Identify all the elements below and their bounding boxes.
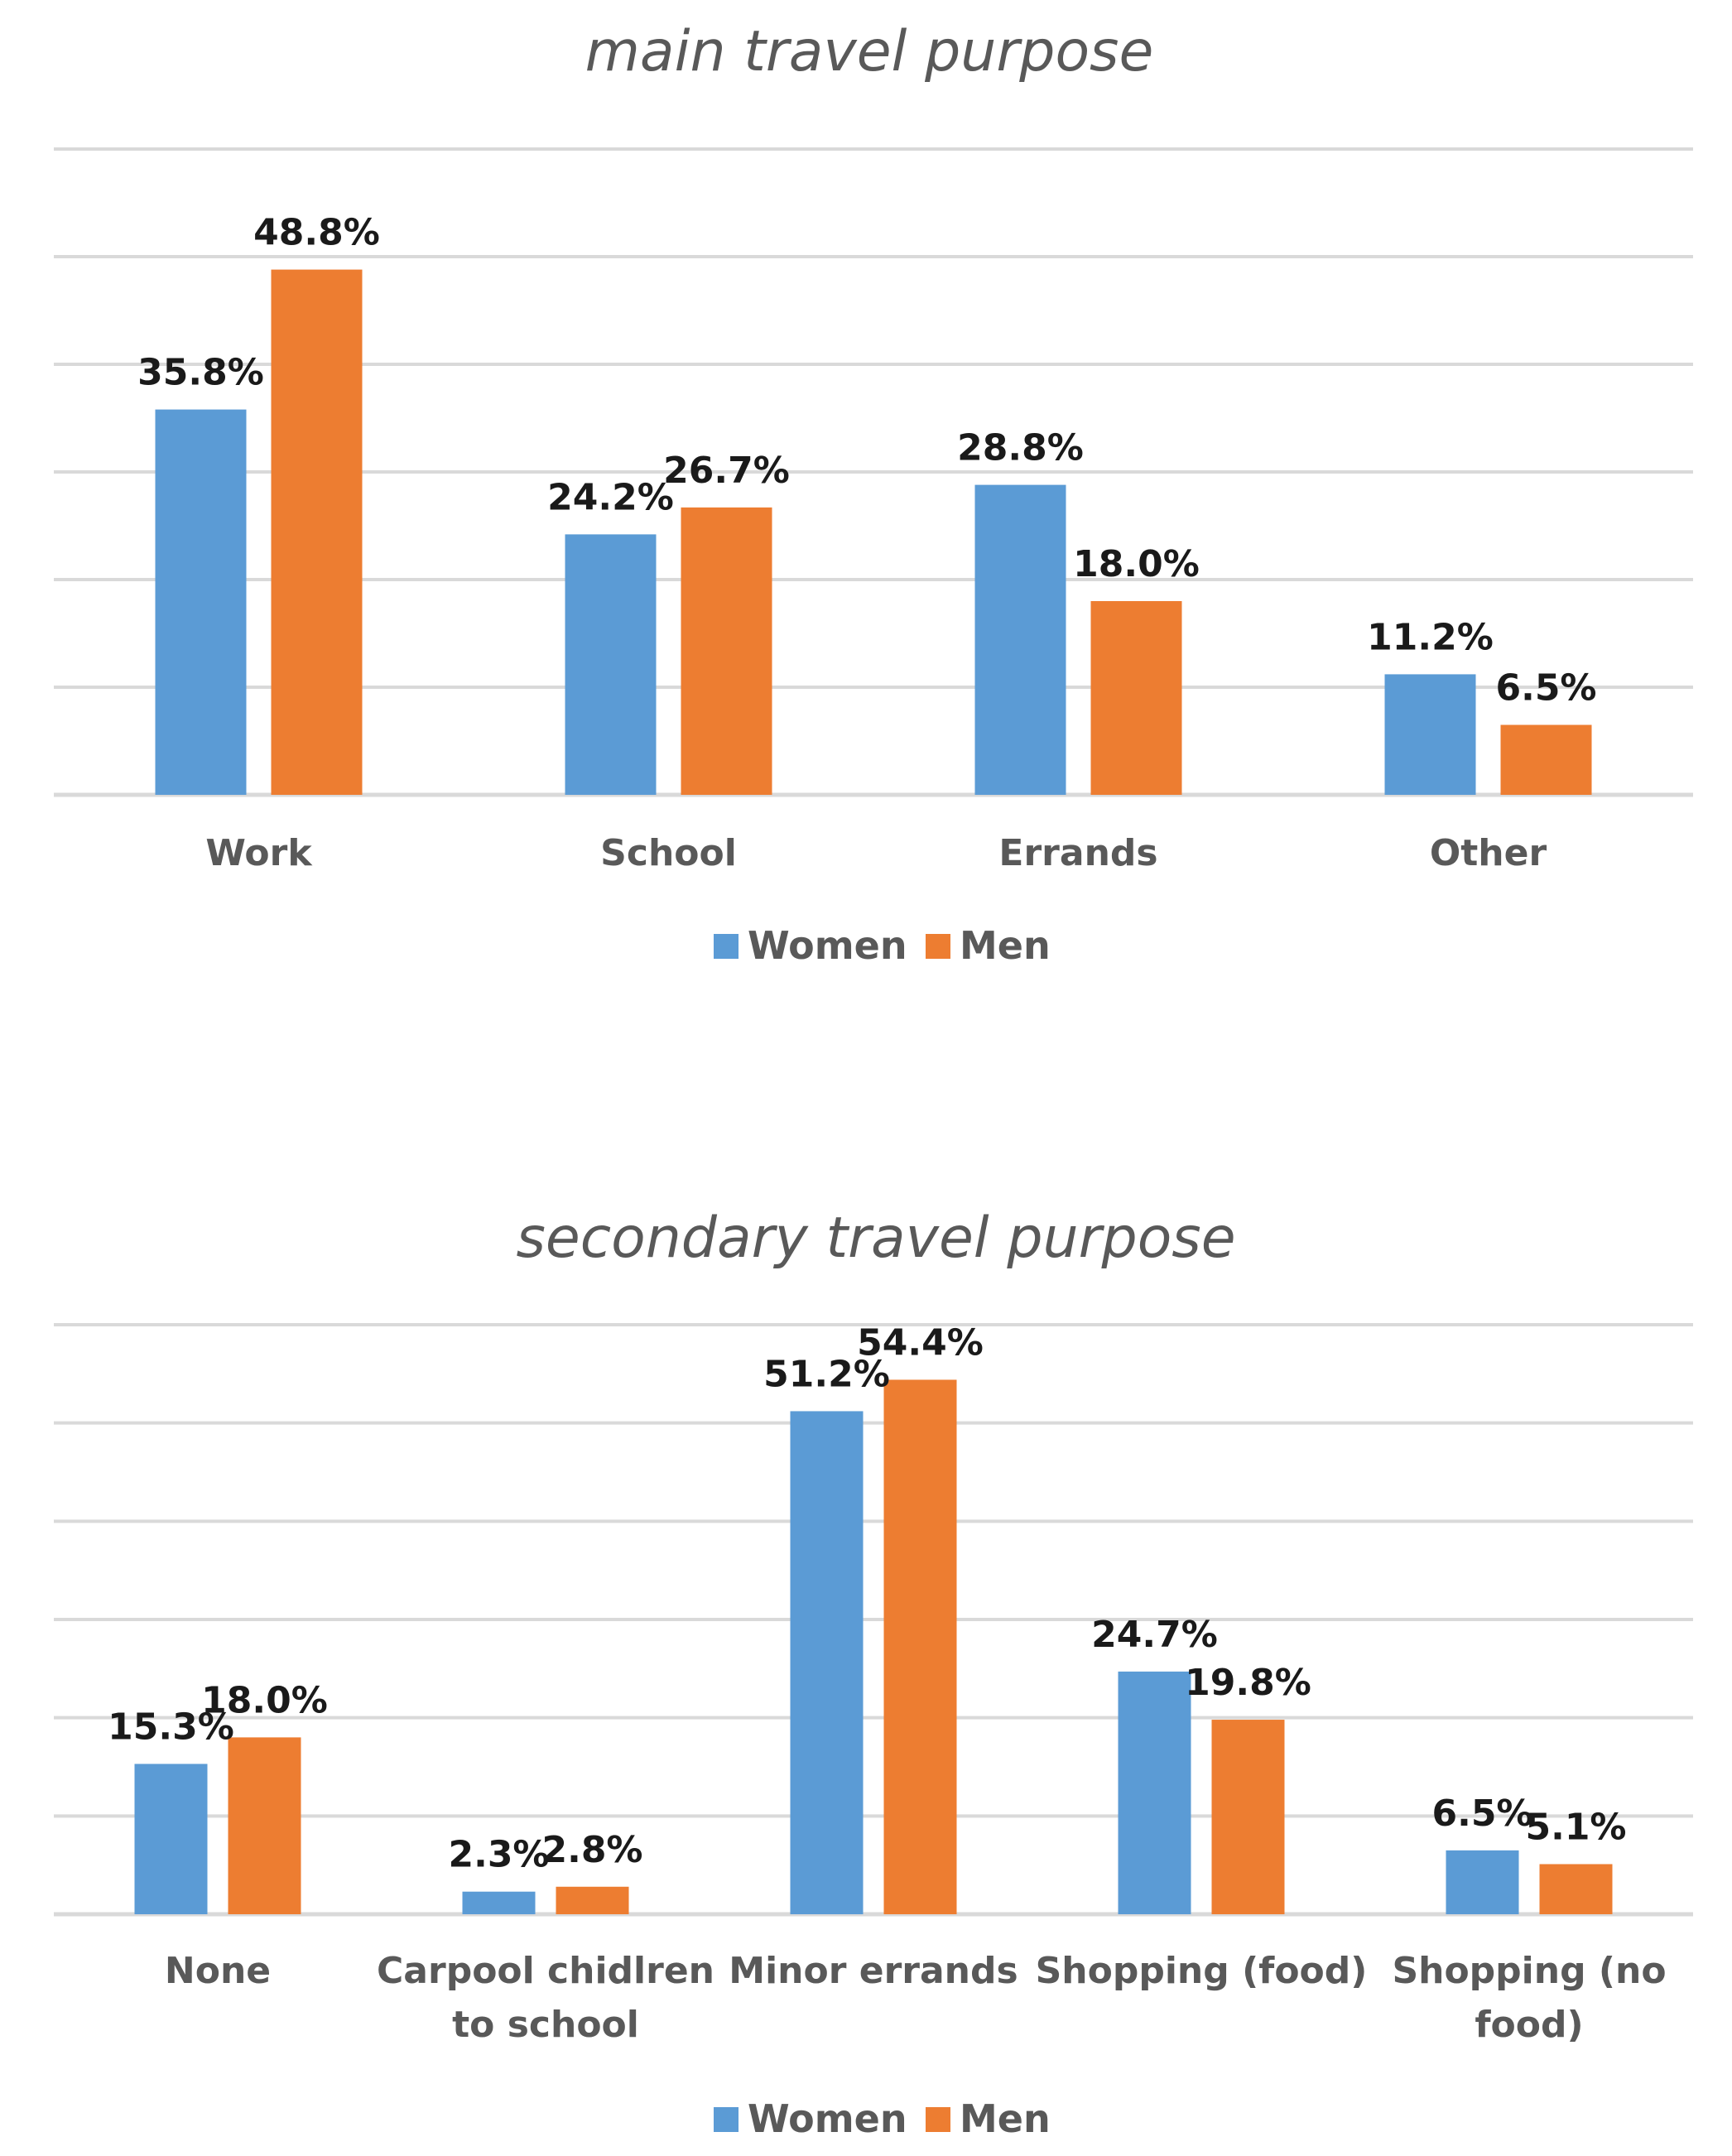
data-label: 2.3%: [448, 1834, 549, 1876]
bar-men: [1539, 1864, 1613, 1914]
bar-women: [1384, 674, 1476, 795]
data-labels: 15.3%18.0% 2.3%2.8% 51.2%54.4% 24.7% 19.8% 6.…: [108, 1321, 1626, 1875]
category-label: food): [1475, 2004, 1583, 2046]
category-label: Errands: [998, 832, 1157, 874]
legend-label-women: Women: [748, 923, 907, 968]
bar-men: [228, 1737, 301, 1914]
data-label: 6.5%: [1431, 1793, 1532, 1835]
data-label: 26.7%: [663, 450, 790, 492]
legend: Women Men: [714, 2096, 1051, 2141]
data-label: 24.2%: [547, 476, 674, 518]
data-label: 48.8%: [253, 212, 380, 254]
bar-men: [1211, 1720, 1285, 1914]
bar-men: [556, 1886, 629, 1914]
category-label: Minor errands: [729, 1950, 1018, 1992]
bar-women: [1446, 1850, 1519, 1914]
chart-title: main travel purpose: [585, 19, 1154, 84]
category-labels: None Carpool chidlren to school Minor erran…: [165, 1950, 1667, 2046]
data-label: 51.2%: [763, 1353, 890, 1395]
bar-men: [271, 269, 363, 796]
data-label: 5.1%: [1525, 1806, 1626, 1848]
bar-women: [1118, 1671, 1191, 1914]
bars: [134, 1379, 1613, 1914]
category-label: None: [165, 1950, 271, 1992]
gridlines: [54, 1323, 1693, 1917]
bar-men: [1500, 724, 1592, 795]
category-label: Work: [205, 832, 313, 874]
data-label: 11.2%: [1367, 616, 1494, 658]
legend-label-men: Men: [960, 923, 1051, 968]
data-label: 6.5%: [1495, 667, 1596, 710]
data-label: 15.3%: [108, 1706, 234, 1748]
data-label: 54.4%: [857, 1321, 984, 1364]
data-label: 35.8%: [137, 352, 264, 394]
bar-women: [974, 484, 1066, 795]
bar-men: [1090, 601, 1182, 795]
category-label: Shopping (no: [1392, 1950, 1666, 1992]
category-label: Other: [1430, 832, 1547, 874]
secondary-travel-purpose-chart: secondary travel purpose 15.3%18.0%2.3%2…: [54, 1206, 1693, 2141]
category-label: to school: [452, 2004, 639, 2046]
bar-men: [883, 1379, 957, 1914]
legend-label-men: Men: [960, 2096, 1051, 2141]
bar-women: [462, 1891, 536, 1914]
data-label: 18.0%: [1073, 543, 1200, 585]
data-label: 19.8%: [1185, 1662, 1311, 1704]
bar-men: [681, 507, 772, 795]
data-labels: 35.8% 48.8% 24.2%26.7% 28.8% 18.0% 11.2%6.5%: [137, 212, 1596, 710]
data-label: 28.8%: [957, 427, 1084, 469]
category-labels: Work School Errands Other: [205, 832, 1547, 874]
data-label: 2.8%: [541, 1829, 642, 1871]
bar-women: [565, 534, 657, 795]
legend: Women Men: [714, 923, 1051, 968]
bars: [155, 269, 1592, 796]
legend-label-women: Women: [748, 2096, 907, 2141]
main-travel-purpose-chart: main travel purpose 35.8% 48.8% 24.2%26.7%…: [54, 19, 1693, 968]
legend-swatch-men: [926, 2107, 950, 2132]
chart-title: secondary travel purpose: [516, 1206, 1235, 1271]
legend-swatch-women: [714, 2107, 739, 2132]
bar-women: [134, 1764, 208, 1914]
category-label: Carpool chidlren: [377, 1950, 714, 1992]
category-label: School: [600, 832, 737, 874]
data-label: 18.0%: [201, 1679, 328, 1721]
bar-women: [155, 409, 247, 795]
legend-swatch-women: [714, 934, 739, 959]
data-label: 24.7%: [1091, 1614, 1218, 1656]
legend-swatch-men: [926, 934, 950, 959]
bar-women: [790, 1411, 864, 1914]
category-label: Shopping (food): [1036, 1950, 1368, 1992]
